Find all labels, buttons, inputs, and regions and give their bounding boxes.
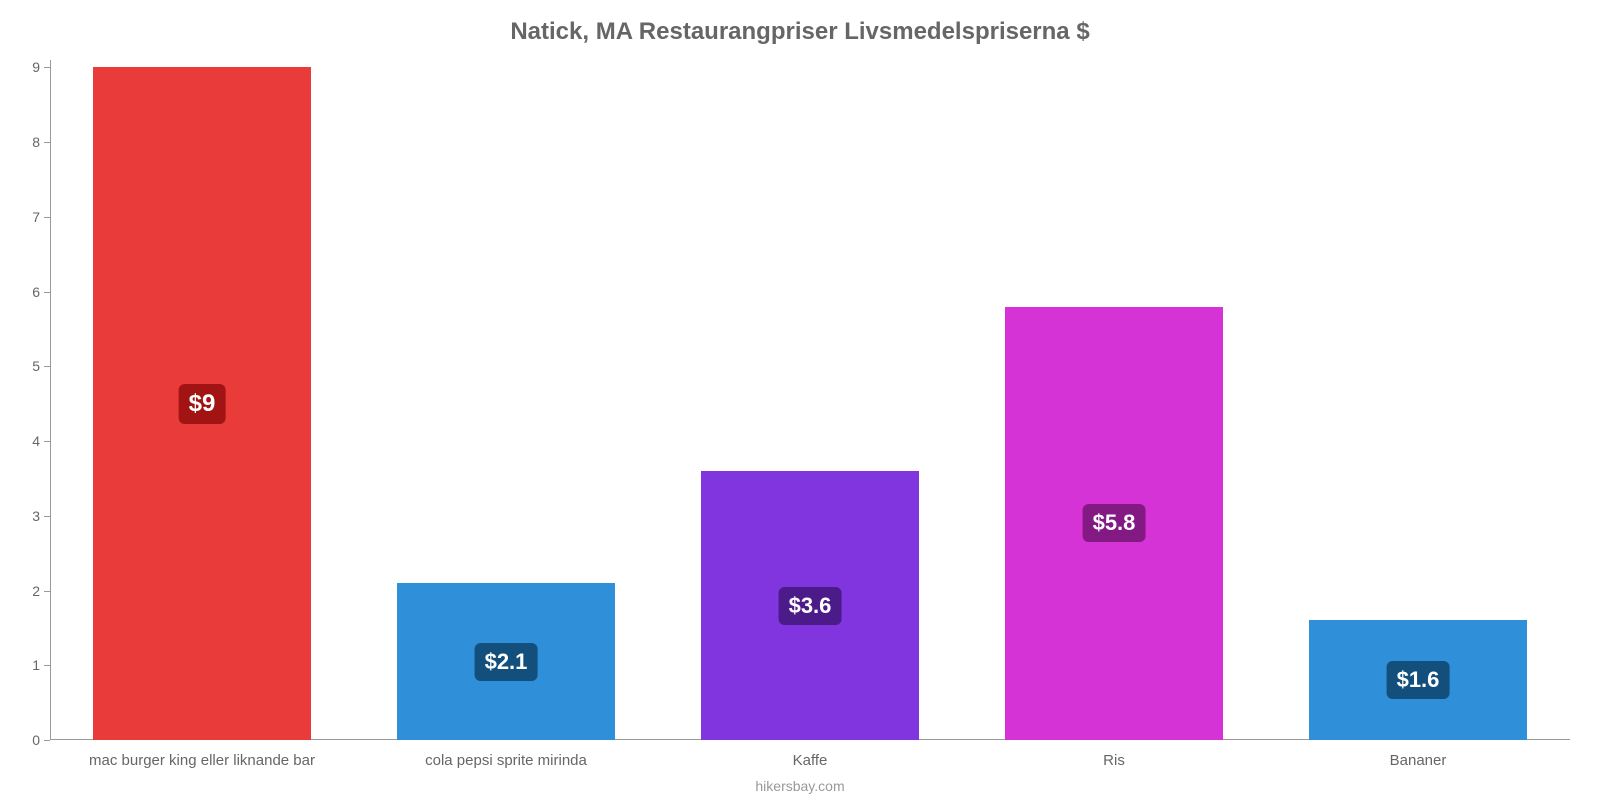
y-tick-mark bbox=[44, 740, 50, 741]
bar: $2.1 bbox=[397, 583, 616, 740]
bar-value-label: $2.1 bbox=[475, 643, 538, 681]
bars-container: $9mac burger king eller liknande bar$2.1… bbox=[50, 60, 1570, 740]
x-tick-label: cola pepsi sprite mirinda bbox=[425, 740, 587, 769]
bar-slot: $3.6Kaffe bbox=[658, 60, 962, 740]
bar-value-label: $3.6 bbox=[779, 587, 842, 625]
plot-area: 0123456789 $9mac burger king eller likna… bbox=[50, 60, 1570, 740]
bar: $9 bbox=[93, 67, 312, 740]
bar: $3.6 bbox=[701, 471, 920, 740]
bar-slot: $5.8Ris bbox=[962, 60, 1266, 740]
bar-value-label: $5.8 bbox=[1083, 504, 1146, 542]
bar: $5.8 bbox=[1005, 307, 1224, 740]
attribution-text: hikersbay.com bbox=[0, 778, 1600, 794]
bar-slot: $1.6Bananer bbox=[1266, 60, 1570, 740]
x-tick-label: Kaffe bbox=[793, 740, 828, 769]
bar-slot: $9mac burger king eller liknande bar bbox=[50, 60, 354, 740]
x-tick-label: Bananer bbox=[1390, 740, 1447, 769]
bar-value-label: $1.6 bbox=[1387, 661, 1450, 699]
bar: $1.6 bbox=[1309, 620, 1528, 740]
x-tick-label: mac burger king eller liknande bar bbox=[89, 740, 315, 769]
bar-slot: $2.1cola pepsi sprite mirinda bbox=[354, 60, 658, 740]
bar-chart: Natick, MA Restaurangpriser Livsmedelspr… bbox=[0, 0, 1600, 800]
chart-title: Natick, MA Restaurangpriser Livsmedelspr… bbox=[0, 18, 1600, 46]
bar-value-label: $9 bbox=[179, 384, 226, 424]
x-tick-label: Ris bbox=[1103, 740, 1125, 769]
